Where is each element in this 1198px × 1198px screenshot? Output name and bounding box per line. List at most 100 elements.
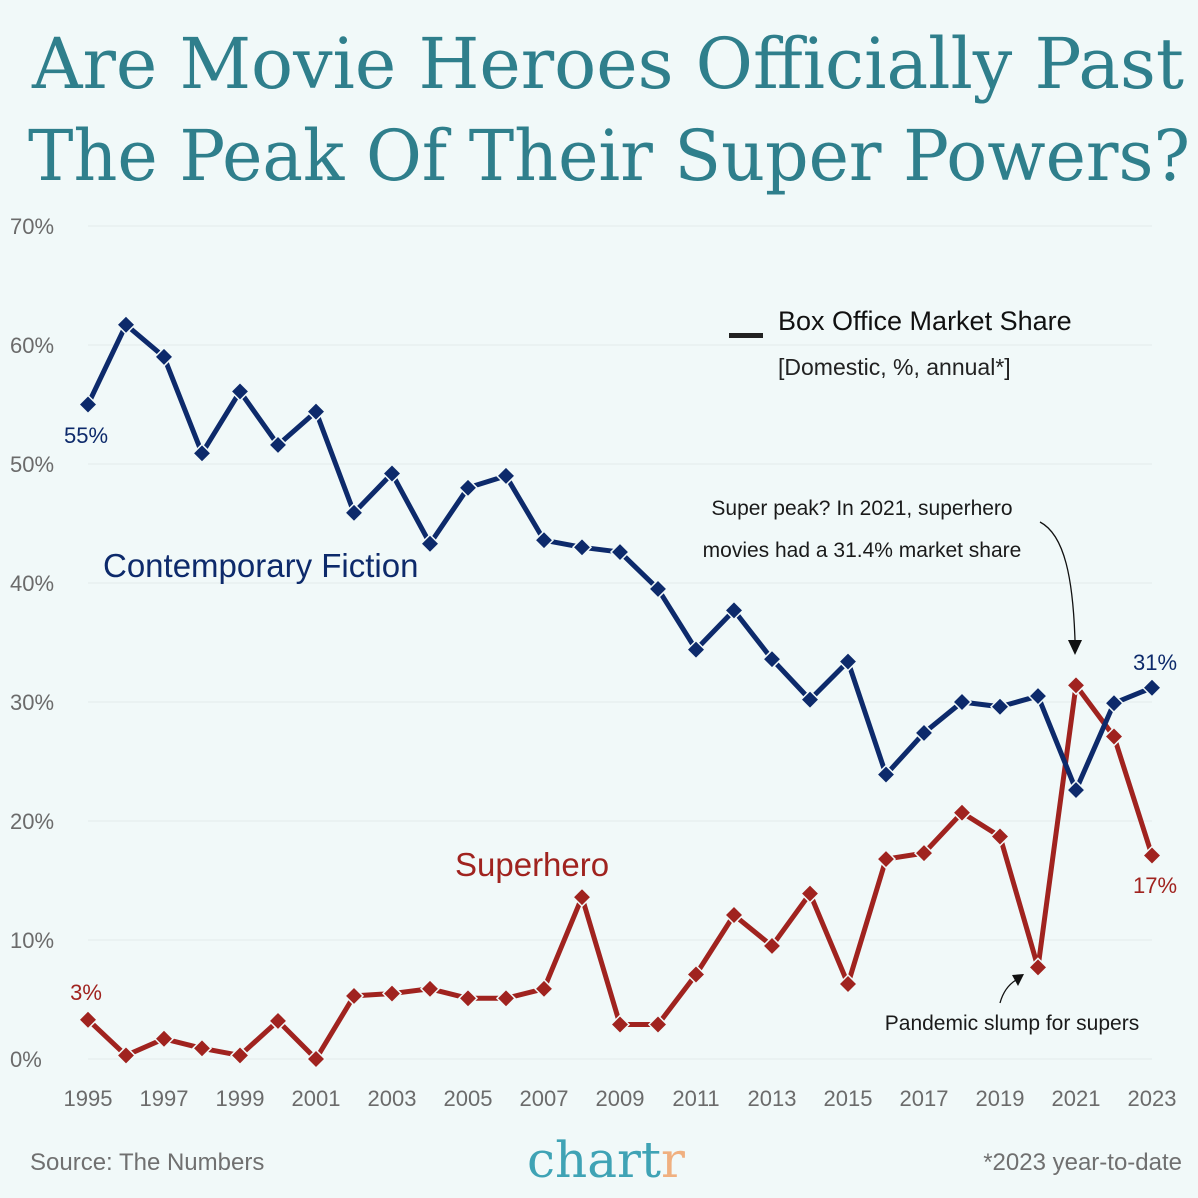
title-line-2: The Peak Of Their Super Powers? [28,115,1190,197]
data-point [343,502,365,523]
data-point [989,826,1011,847]
data-point [685,964,707,985]
data-point [761,935,783,957]
data-point [305,1048,327,1070]
data-point [1027,685,1049,707]
data-point [685,639,707,660]
data-point [495,988,517,1009]
data-point [723,600,745,621]
data-point [609,541,631,563]
x-tick-label: 2003 [368,1086,417,1111]
data-point [837,973,859,995]
y-tick-label: 50% [10,452,54,477]
data-point [1065,779,1087,801]
data-point [1141,845,1163,866]
data-point [875,849,897,870]
pandemic-arrow [999,979,1017,1004]
y-tick-label: 60% [10,333,54,358]
contemporary-end-label: 31% [1133,650,1177,675]
data-point [77,394,99,415]
x-tick-label: 1999 [216,1086,265,1111]
data-point [381,983,403,1004]
data-point [913,722,935,744]
data-point [153,346,175,367]
x-tick-label: 1995 [64,1086,113,1111]
legend-subtitle: [Domestic, %, annual*] [778,354,1011,380]
x-tick-label: 2007 [520,1086,569,1111]
data-point [1141,677,1163,698]
data-point [571,537,593,558]
data-point [533,978,555,999]
legend-title: Box Office Market Share [778,306,1072,336]
data-point [571,887,593,908]
peak-annotation-line-2: movies had a 31.4% market share [703,539,1022,562]
y-tick-label: 40% [10,571,54,596]
data-point [799,883,821,904]
data-point [837,651,859,672]
data-point [267,434,289,456]
data-point [647,578,669,600]
data-point [191,1038,213,1059]
x-tick-label: 1997 [140,1086,189,1111]
x-tick-label: 2019 [976,1086,1025,1111]
data-point [989,696,1011,717]
data-point [913,843,935,864]
data-point [723,904,745,926]
peak-arrow [1039,521,1076,641]
data-point [267,1010,289,1031]
data-point [1065,675,1087,696]
source-note: Source: The Numbers [30,1149,264,1176]
footnote: *2023 year-to-date [983,1149,1182,1176]
x-tick-label: 2023 [1128,1086,1177,1111]
x-tick-label: 2009 [596,1086,645,1111]
data-point [1103,693,1125,714]
chartr-logo: chartr [527,1131,685,1189]
y-tick-label: 10% [10,928,54,953]
title-line-1: Are Movie Heroes Officially Past [31,23,1184,105]
series-label-contemporary: Contemporary Fiction [103,547,418,584]
data-point [115,314,137,335]
x-tick-label: 2021 [1052,1086,1101,1111]
y-tick-label: 30% [10,690,54,715]
x-tick-label: 2001 [292,1086,341,1111]
data-point [647,1014,669,1035]
data-point [305,401,327,422]
y-tick-label: 0% [10,1047,42,1072]
contemporary-start-label: 55% [64,423,108,448]
data-point [419,533,441,554]
data-point [419,978,441,999]
data-point [229,1045,251,1066]
superhero-start-label: 3% [70,980,102,1005]
series-line-superhero [86,682,1155,1062]
pandemic-arrowhead [1012,974,1024,986]
data-point [761,649,783,670]
x-tick-label: 2013 [748,1086,797,1111]
data-point [799,689,821,710]
data-point [343,985,365,1006]
series-label-superhero: Superhero [455,846,609,883]
data-point [115,1045,137,1066]
data-point [951,802,973,823]
data-point [77,1009,99,1030]
x-tick-label: 2011 [672,1086,719,1111]
peak-annotation-line-1: Super peak? In 2021, superhero [711,497,1012,520]
x-tick-label: 2017 [900,1086,949,1111]
data-point [457,988,479,1009]
data-point [153,1028,175,1049]
data-point [1027,957,1049,978]
data-point [875,764,897,785]
data-point [229,381,251,402]
data-point [533,530,555,551]
data-point [609,1014,631,1035]
data-point [951,691,973,713]
data-point [495,465,517,486]
y-tick-label: 70% [10,214,54,239]
data-point [381,463,403,484]
x-tick-label: 2005 [444,1086,493,1111]
data-point [191,443,213,464]
legend-swatch [729,333,763,338]
data-point [457,477,479,498]
peak-arrowhead [1068,640,1082,655]
data-point [1103,726,1125,747]
